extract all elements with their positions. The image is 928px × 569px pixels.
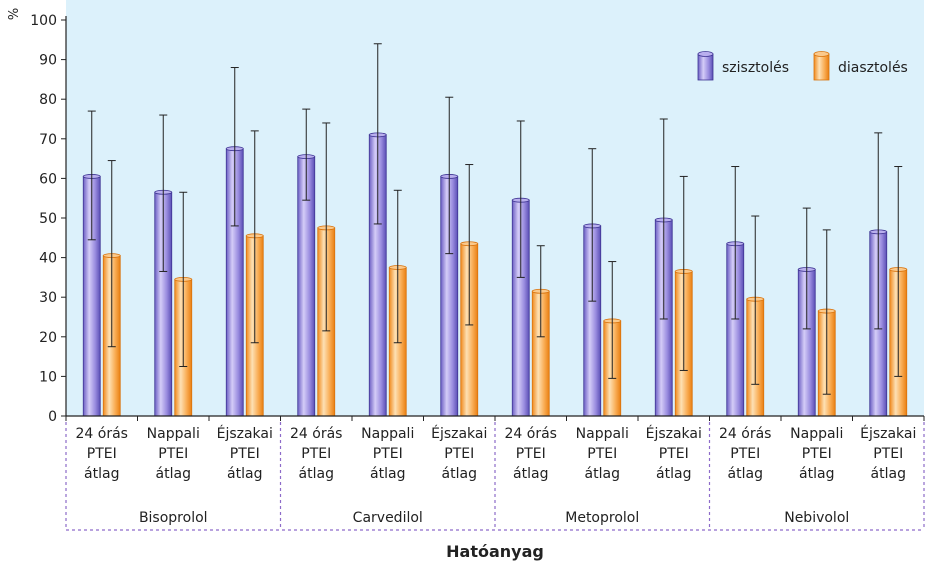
plot-background (66, 0, 924, 416)
y-tick-label: 60 (39, 171, 57, 187)
x-category-label: PTEI (730, 446, 760, 462)
y-tick-label: 70 (39, 132, 57, 148)
legend-swatch-szisztoles (697, 53, 714, 81)
legend-swatch-cap-szisztoles (697, 51, 714, 57)
x-category-label: Nappali (361, 426, 414, 442)
x-category-label: PTEI (659, 446, 689, 462)
x-category-label: PTEI (158, 446, 188, 462)
y-tick-label: 30 (39, 290, 57, 306)
x-category-label: PTEI (230, 446, 260, 462)
x-category-label: Éjszakai (860, 425, 916, 442)
x-category-label: átlag (513, 466, 548, 482)
x-category-label: Nappali (576, 426, 629, 442)
x-category-label: Éjszakai (646, 425, 702, 442)
x-category-label: átlag (585, 466, 620, 482)
x-category-label: átlag (227, 466, 262, 482)
x-category-label: Éjszakai (431, 425, 487, 442)
x-category-label: PTEI (301, 446, 331, 462)
x-category-label: PTEI (373, 446, 403, 462)
x-category-label: átlag (799, 466, 834, 482)
y-tick-label: 40 (39, 251, 57, 267)
x-category-label: átlag (442, 466, 477, 482)
x-category-label: PTEI (444, 446, 474, 462)
x-category-label: átlag (728, 466, 763, 482)
x-category-label: átlag (370, 466, 405, 482)
group-label-bisoprolol: Bisoprolol (139, 510, 208, 526)
x-axis-title: Hatóanyag (446, 542, 544, 561)
x-category-label: átlag (156, 466, 191, 482)
x-category-label: 24 órás (505, 426, 557, 442)
legend-swatch-cap-diasztoles (813, 51, 830, 57)
x-category-label: PTEI (516, 446, 546, 462)
y-tick-label: 80 (39, 92, 57, 108)
x-category-label: átlag (84, 466, 119, 482)
group-label-nebivolol: Nebivolol (784, 510, 849, 526)
x-category-label: Nappali (147, 426, 200, 442)
x-category-label: PTEI (87, 446, 117, 462)
x-category-label: 24 órás (719, 426, 771, 442)
group-label-carvedilol: Carvedilol (353, 510, 423, 526)
x-category-label: átlag (656, 466, 691, 482)
y-axis-label: % (7, 8, 22, 20)
x-category-label: Éjszakai (217, 425, 273, 442)
x-category-label: 24 órás (290, 426, 342, 442)
x-category-label: átlag (871, 466, 906, 482)
y-tick-label: 100 (30, 13, 57, 29)
legend-label-szisztoles: szisztolés (722, 60, 789, 76)
legend-label-diasztoles: diasztolés (838, 60, 908, 76)
y-tick-label: 0 (48, 409, 57, 425)
y-tick-label: 90 (39, 53, 57, 69)
y-tick-label: 50 (39, 211, 57, 227)
x-category-label: 24 órás (76, 426, 128, 442)
legend-swatch-diasztoles (813, 53, 830, 81)
x-category-label: PTEI (587, 446, 617, 462)
group-label-metoprolol: Metoprolol (565, 510, 639, 526)
y-tick-label: 10 (39, 369, 57, 385)
y-tick-label: 20 (39, 330, 57, 346)
x-category-label: Nappali (790, 426, 843, 442)
x-category-label: átlag (299, 466, 334, 482)
x-category-label: PTEI (802, 446, 832, 462)
x-category-label: PTEI (873, 446, 903, 462)
